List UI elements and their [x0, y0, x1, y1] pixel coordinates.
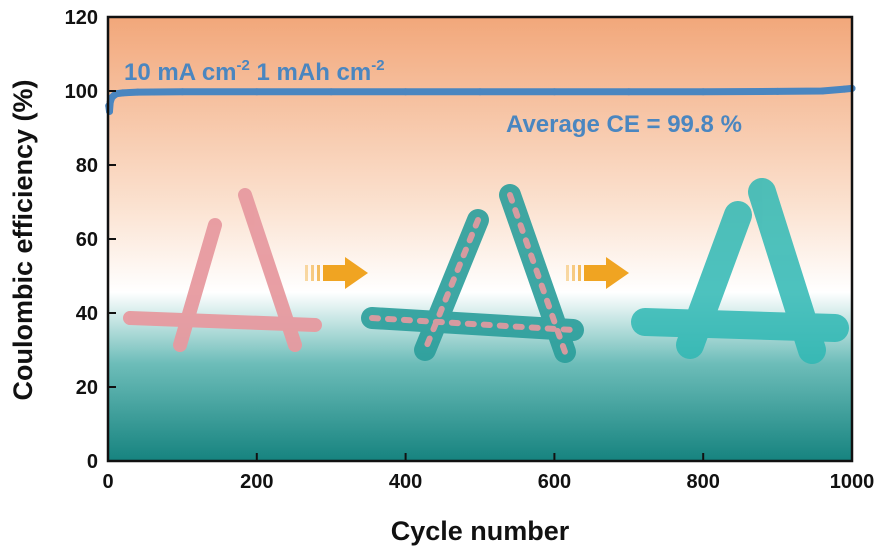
data-point — [178, 88, 186, 96]
data-point — [774, 87, 782, 95]
data-point — [476, 88, 484, 96]
x-tick-label: 800 — [687, 471, 720, 493]
ticks-layer: 0 200 400 600 800 1000 0 20 40 60 80 100 120 — [65, 7, 875, 493]
data-point — [402, 88, 410, 96]
y-tick-label: 40 — [76, 303, 98, 325]
y-tick-label: 0 — [87, 451, 98, 473]
x-tick-label: 0 — [102, 471, 113, 493]
y-tick-label: 100 — [65, 81, 98, 103]
data-point — [253, 88, 261, 96]
illustration-group — [123, 178, 849, 364]
arrow-icon — [566, 257, 629, 289]
average-ce-annotation: Average CE = 99.8 % — [506, 111, 742, 138]
x-tick-label: 600 — [538, 471, 571, 493]
condition-annotation: 10 mA cm-2 1 mAh cm-2 — [124, 57, 385, 86]
x-tick-label: 200 — [240, 471, 273, 493]
y-tick-label: 60 — [76, 229, 98, 251]
y-tick-label: 120 — [65, 7, 98, 29]
data-point — [818, 87, 826, 95]
data-point — [550, 88, 558, 96]
data-point — [134, 88, 142, 96]
data-point — [327, 88, 335, 96]
x-axis-title: Cycle number — [391, 516, 570, 546]
data-point — [625, 88, 633, 96]
y-axis-title: Coulombic efficiency (%) — [8, 79, 38, 400]
teal-triangle-illustration — [631, 178, 849, 364]
x-tick-label: 1000 — [830, 471, 875, 493]
x-tick-label: 400 — [389, 471, 422, 493]
y-tick-label: 20 — [76, 377, 98, 399]
data-point — [841, 85, 849, 93]
y-tick-label: 80 — [76, 155, 98, 177]
arrow-icon — [305, 257, 368, 289]
data-point — [119, 89, 127, 97]
pink-triangle-illustration — [123, 188, 322, 352]
mixed-triangle-illustration — [361, 184, 584, 363]
data-point — [699, 88, 707, 96]
